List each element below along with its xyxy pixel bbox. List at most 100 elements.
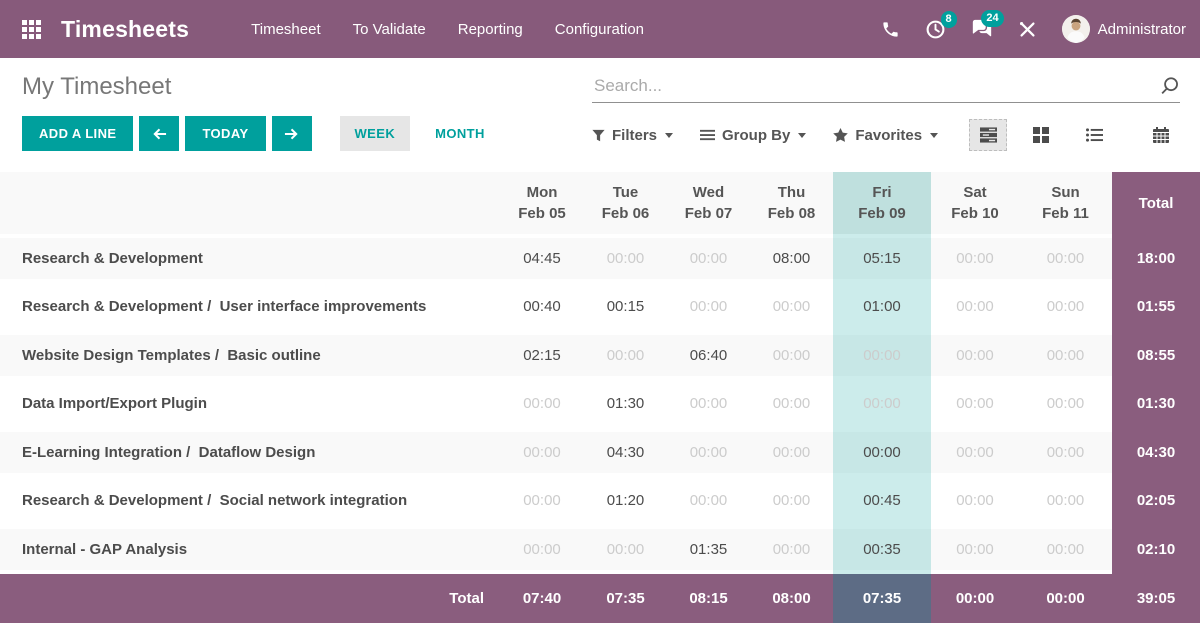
- chevron-down-icon: [930, 132, 939, 138]
- add-a-line-button[interactable]: ADD A LINE: [22, 116, 134, 151]
- day-date: Feb 06: [601, 205, 650, 222]
- cell-sun[interactable]: 00:00: [1046, 395, 1085, 413]
- row-label: Website Design Templates / Basic outline: [22, 346, 321, 364]
- month-range-button[interactable]: MONTH: [420, 116, 500, 151]
- cell-wed[interactable]: 01:35: [689, 540, 728, 558]
- messages-icon[interactable]: 24: [971, 10, 1004, 40]
- activities-icon[interactable]: 8: [925, 10, 957, 40]
- cell-mon[interactable]: 00:00: [523, 443, 561, 461]
- kanban-view-button[interactable]: [1022, 119, 1060, 151]
- list-view-icon: [1085, 128, 1103, 142]
- day-name: Tue: [612, 184, 639, 201]
- previous-arrow-button[interactable]: [139, 116, 180, 151]
- cell-thu[interactable]: 08:00: [772, 249, 811, 267]
- cell-mon[interactable]: 00:00: [523, 395, 561, 413]
- menu-item-to-validate[interactable]: To Validate: [352, 20, 426, 38]
- cell-wed[interactable]: 00:00: [689, 249, 728, 267]
- cell-wed[interactable]: 06:40: [689, 346, 728, 364]
- column-header-tue: Tue Feb 06: [584, 172, 667, 234]
- cell-fri[interactable]: 01:00: [863, 298, 901, 316]
- cell-sun[interactable]: 00:00: [1046, 443, 1085, 461]
- cell-sun[interactable]: 00:00: [1046, 249, 1085, 267]
- control-panel: My Timesheet ADD A LINE TODAY WEEK MONTH…: [0, 58, 1200, 172]
- next-arrow-button[interactable]: [271, 116, 312, 151]
- activities-badge: 8: [940, 10, 957, 28]
- filters-dropdown[interactable]: Filters: [592, 128, 674, 143]
- cell-sun[interactable]: 00:00: [1046, 492, 1085, 510]
- row-total: 02:10: [1136, 540, 1176, 558]
- developer-tools-icon[interactable]: [1018, 20, 1037, 39]
- today-button[interactable]: TODAY: [185, 116, 266, 151]
- footer-grand-total: 39:05: [1136, 589, 1176, 607]
- calendar-view-icon: [1153, 127, 1169, 143]
- list-view-button[interactable]: [1075, 119, 1113, 151]
- search-input[interactable]: [592, 75, 1159, 97]
- phone-icon[interactable]: [881, 20, 900, 39]
- cell-sat[interactable]: 00:00: [956, 346, 994, 364]
- cell-mon[interactable]: 00:00: [523, 540, 561, 558]
- cell-sun[interactable]: 00:00: [1046, 346, 1085, 364]
- cell-tue[interactable]: 04:30: [606, 443, 645, 461]
- row-label: Research & Development / User interface …: [22, 298, 427, 316]
- cell-thu[interactable]: 00:00: [772, 298, 811, 316]
- cell-tue[interactable]: 01:30: [606, 395, 645, 413]
- cell-thu[interactable]: 00:00: [772, 492, 811, 510]
- page-title: My Timesheet: [22, 73, 172, 100]
- menu-item-configuration[interactable]: Configuration: [554, 20, 645, 38]
- view-switcher: [969, 119, 1180, 151]
- cell-fri[interactable]: 00:00: [863, 346, 901, 364]
- cell-tue[interactable]: 00:00: [606, 249, 645, 267]
- cell-sat[interactable]: 00:00: [956, 443, 994, 461]
- table-row: Research & Development 04:45 00:00 00:00 08:…: [0, 234, 1200, 283]
- cell-tue[interactable]: 01:20: [606, 492, 645, 510]
- user-name: Administrator: [1097, 20, 1186, 38]
- cell-mon[interactable]: 00:00: [523, 492, 561, 510]
- cell-thu[interactable]: 00:00: [772, 443, 811, 461]
- cell-wed[interactable]: 00:00: [689, 492, 728, 510]
- cell-sun[interactable]: 00:00: [1046, 298, 1085, 316]
- total-column-stripe: [1112, 172, 1200, 623]
- cell-sat[interactable]: 00:00: [956, 298, 994, 316]
- footer-cell-sun: 00:00: [1046, 589, 1085, 607]
- grid-view-button[interactable]: [969, 119, 1007, 151]
- cell-mon[interactable]: 04:45: [523, 249, 561, 267]
- cell-wed[interactable]: 00:00: [689, 395, 728, 413]
- cell-fri[interactable]: 00:00: [863, 395, 901, 413]
- cell-thu[interactable]: 00:00: [772, 395, 811, 413]
- cell-thu[interactable]: 00:00: [772, 540, 811, 558]
- cell-wed[interactable]: 00:00: [689, 298, 728, 316]
- column-header-fri: Fri Feb 09: [833, 172, 931, 234]
- user-menu[interactable]: Administrator: [1061, 15, 1186, 43]
- search-icon[interactable]: [1159, 76, 1180, 97]
- cell-sat[interactable]: 00:00: [956, 540, 994, 558]
- bars-icon: [700, 129, 716, 141]
- cell-tue[interactable]: 00:00: [606, 346, 645, 364]
- row-label: Research & Development: [22, 249, 203, 267]
- cell-sun[interactable]: 00:00: [1046, 540, 1085, 558]
- menu-item-reporting[interactable]: Reporting: [457, 20, 523, 38]
- cell-fri[interactable]: 00:35: [863, 540, 901, 558]
- cell-thu[interactable]: 00:00: [772, 346, 811, 364]
- cell-wed[interactable]: 00:00: [689, 443, 728, 461]
- calendar-view-button[interactable]: [1142, 119, 1180, 151]
- day-date: Feb 08: [767, 205, 816, 222]
- column-header-mon: Mon Feb 05: [500, 172, 584, 234]
- cell-fri[interactable]: 00:00: [863, 443, 901, 461]
- favorites-dropdown[interactable]: Favorites: [833, 128, 939, 143]
- cell-mon[interactable]: 02:15: [523, 346, 561, 364]
- cell-sat[interactable]: 00:00: [956, 492, 994, 510]
- cell-fri[interactable]: 00:45: [863, 492, 901, 510]
- cell-fri[interactable]: 05:15: [863, 249, 901, 267]
- grid-header: Mon Feb 05 Tue Feb 06 Wed Feb 07 Thu Feb 08 Fri F…: [0, 172, 1200, 234]
- week-range-button[interactable]: WEEK: [339, 116, 411, 151]
- group-by-dropdown[interactable]: Group By: [700, 128, 807, 143]
- cell-tue[interactable]: 00:00: [606, 540, 645, 558]
- apps-menu-icon[interactable]: [22, 19, 41, 39]
- header-label-spacer: [0, 172, 500, 234]
- cell-sat[interactable]: 00:00: [956, 249, 994, 267]
- menu-item-timesheet[interactable]: Timesheet: [251, 20, 321, 38]
- cell-mon[interactable]: 00:40: [523, 298, 561, 316]
- cell-tue[interactable]: 00:15: [606, 298, 645, 316]
- row-total: 08:55: [1136, 346, 1176, 364]
- cell-sat[interactable]: 00:00: [956, 395, 994, 413]
